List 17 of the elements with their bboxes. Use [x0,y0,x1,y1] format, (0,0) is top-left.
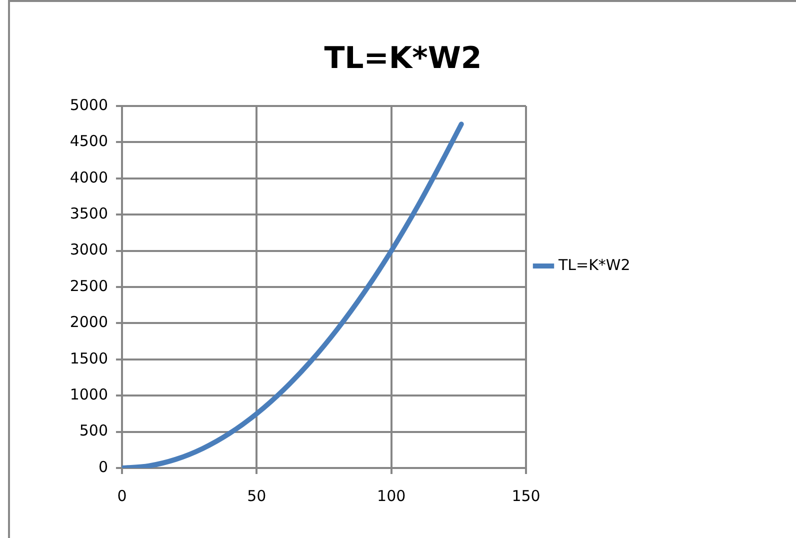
y-tick-label: 500 [79,422,108,440]
x-tick-label: 50 [247,486,266,505]
x-tick-label: 100 [377,486,406,505]
y-tick-label: 1000 [70,385,108,404]
y-tick-label: 3500 [70,204,108,222]
x-tick-label: 150 [512,486,540,505]
x-tick-label: 0 [117,486,127,505]
y-tick-label: 5000 [70,96,108,114]
y-tick-label: 2500 [70,276,108,295]
y-tick-label: 2000 [70,313,108,332]
y-tick-label: 0 [98,458,108,476]
chart-title: TL=K*W2 [324,40,482,76]
y-tick-label: 3000 [70,240,108,259]
y-tick-label: 4000 [70,168,108,186]
legend-label: TL=K*W2 [558,256,630,274]
y-tick-label: 4500 [70,132,108,150]
y-tick-label: 1500 [70,349,108,368]
